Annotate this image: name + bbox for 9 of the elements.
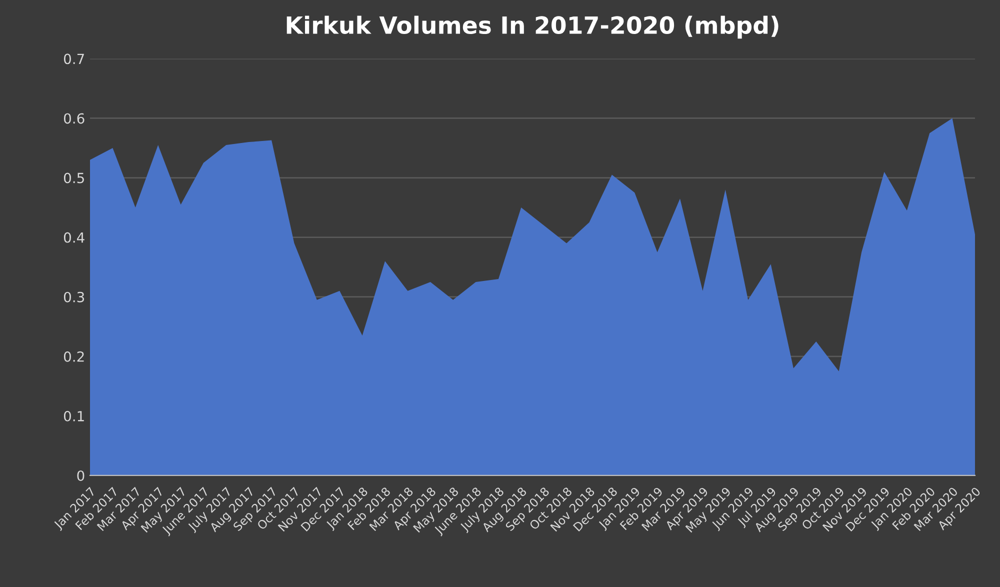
y-tick-label: 0.1 — [64, 410, 84, 422]
y-tick-label: 0.7 — [64, 54, 84, 64]
y-tick-label: 0 — [77, 470, 84, 481]
y-tick-label: 0.2 — [64, 351, 84, 362]
y-tick-label: 0.4 — [64, 232, 84, 243]
chart-title: Kirkuk Volumes In 2017-2020 (mbpd) — [286, 16, 778, 39]
y-tick-label: 0.6 — [64, 113, 84, 124]
y-tick-label: 0.3 — [64, 292, 84, 302]
y-tick-label: 0.5 — [64, 172, 84, 184]
